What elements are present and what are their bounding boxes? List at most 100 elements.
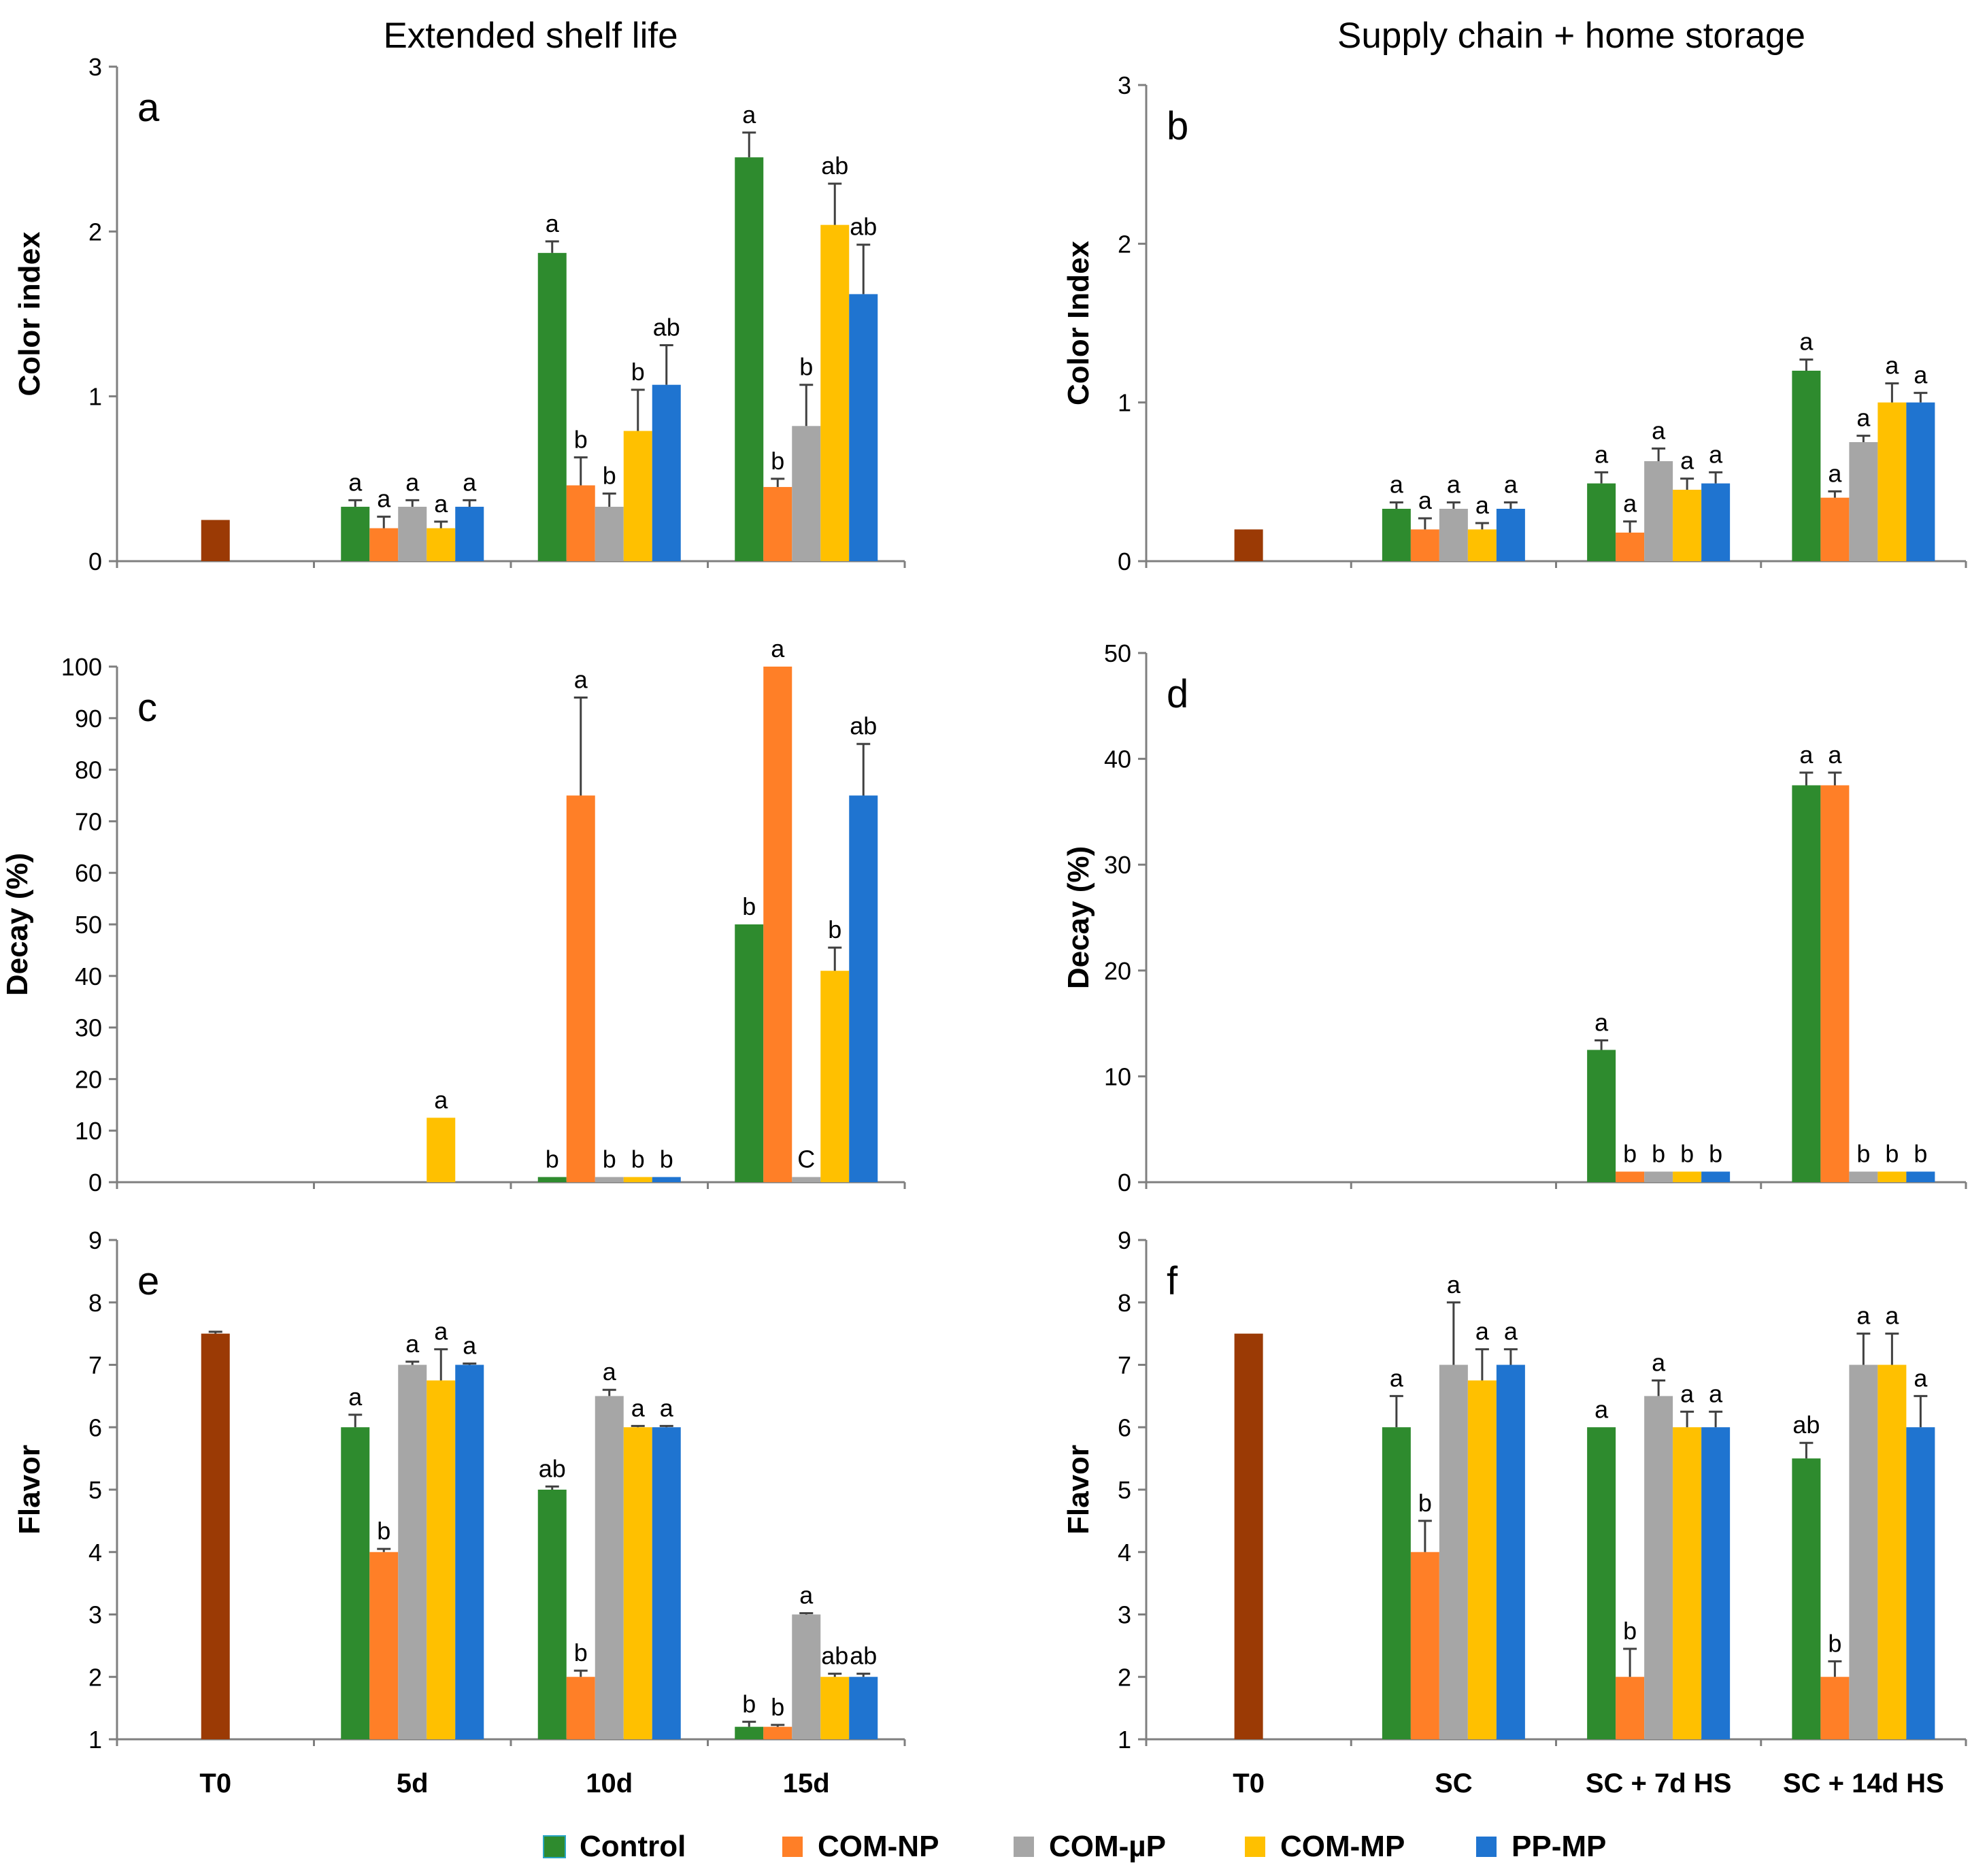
sig-letter-e-ppmp-1: a (463, 1332, 477, 1360)
legend: Control COM-NP COM-µP COM-MP PP-MP (0, 1830, 1987, 1871)
sig-letter-b-commp-3: a (1885, 352, 1899, 380)
bar-b-control-1 (1382, 509, 1411, 561)
legend-swatch-com-up (1014, 1837, 1034, 1857)
y-tick-label-e: 9 (88, 1226, 102, 1254)
bar-d-commp-3 (1877, 1171, 1907, 1182)
bar-b-control-3 (1792, 371, 1821, 561)
y-tick-label-c: 80 (75, 756, 102, 784)
bar-f-commp-2 (1673, 1427, 1702, 1739)
bar-d-comp-2 (1644, 1171, 1673, 1182)
bar-e-control-1 (341, 1427, 370, 1739)
bar-e-comp-2 (595, 1396, 624, 1739)
legend-item-control: Control (543, 1830, 686, 1864)
bar-c-comp-3 (792, 1177, 821, 1182)
bar-a-commp-1 (427, 528, 456, 561)
bar-e-comnp-1 (369, 1552, 399, 1739)
bar-a-control-1 (341, 507, 370, 561)
sig-letter-b-commp-2: a (1680, 447, 1694, 475)
sig-letter-a-comp-3: b (799, 353, 813, 381)
sig-letter-f-comp-3: a (1856, 1302, 1871, 1330)
y-tick-label-a: 2 (88, 218, 102, 246)
sig-letter-d-control-2: a (1594, 1008, 1609, 1036)
bar-f-commp-3 (1877, 1364, 1907, 1739)
sig-letter-c-control-2: b (546, 1145, 559, 1173)
bar-f-comnp-2 (1616, 1677, 1645, 1739)
sig-letter-e-comnp-1: b (377, 1517, 390, 1545)
bar-e-control-3 (735, 1726, 764, 1739)
panel-letter-b: b (1167, 104, 1188, 148)
bar-a-comp-1 (398, 507, 427, 561)
panel-letter-c: c (137, 686, 157, 730)
bar-d-comnp-3 (1820, 785, 1850, 1182)
y-tick-label-b: 0 (1118, 548, 1131, 575)
y-axis-label-e: Flavor (13, 1445, 46, 1535)
bar-b-t0 (1234, 529, 1263, 561)
x-tick-label-f: SC (1435, 1769, 1473, 1798)
sig-letter-d-commp-2: b (1680, 1139, 1694, 1167)
bar-f-ppmp-1 (1496, 1364, 1525, 1739)
bar-e-comnp-3 (763, 1726, 792, 1739)
panel-letter-f: f (1167, 1259, 1178, 1303)
sig-letter-e-control-2: ab (539, 1454, 566, 1482)
bar-a-comp-2 (595, 507, 624, 561)
sig-letter-e-ppmp-3: ab (850, 1642, 877, 1670)
bar-c-control-2 (537, 1177, 567, 1182)
sig-letter-b-commp-1: a (1475, 491, 1490, 519)
bar-c-commp-3 (820, 971, 850, 1182)
y-tick-label-f: 4 (1118, 1539, 1131, 1567)
x-tick-label-f: T0 (1233, 1769, 1265, 1798)
bar-a-ppmp-1 (455, 507, 484, 561)
sig-letter-e-comp-3: a (799, 1581, 814, 1609)
sig-letter-e-control-3: b (742, 1690, 756, 1718)
y-tick-label-e: 4 (88, 1539, 102, 1567)
bar-e-commp-3 (820, 1677, 850, 1739)
bar-f-comp-1 (1439, 1364, 1468, 1739)
bar-b-commp-2 (1673, 490, 1702, 561)
y-tick-label-c: 0 (88, 1169, 102, 1196)
y-tick-label-d: 0 (1118, 1169, 1131, 1196)
bar-e-ppmp-1 (455, 1364, 484, 1739)
title-extended-shelf-life: Extended shelf life (383, 16, 678, 56)
x-tick-label-e: 5d (397, 1769, 429, 1798)
bar-e-control-2 (537, 1490, 567, 1739)
bar-f-ppmp-2 (1701, 1427, 1731, 1739)
sig-letter-c-commp-2: b (631, 1145, 645, 1173)
bar-c-comnp-3 (763, 667, 792, 1182)
y-tick-label-e: 3 (88, 1601, 102, 1629)
x-tick-label-e: 10d (586, 1769, 633, 1798)
sig-letter-e-comnp-3: b (771, 1693, 784, 1721)
y-tick-label-d: 20 (1104, 957, 1131, 985)
y-tick-label-d: 30 (1104, 851, 1131, 879)
sig-letter-a-control-3: a (742, 101, 756, 129)
sig-letter-a-ppmp-2: ab (653, 314, 680, 341)
bar-b-ppmp-3 (1906, 402, 1935, 561)
sig-letter-f-comp-2: a (1652, 1348, 1666, 1376)
bar-a-comnp-1 (369, 528, 399, 561)
sig-letter-d-comp-3: b (1856, 1139, 1870, 1167)
y-tick-label-e: 8 (88, 1289, 102, 1317)
bar-a-commp-3 (820, 224, 850, 561)
bar-a-control-3 (735, 157, 764, 562)
y-tick-label-c: 30 (75, 1014, 102, 1042)
y-tick-label-e: 7 (88, 1352, 102, 1379)
y-tick-label-c: 70 (75, 807, 102, 835)
sig-letter-f-commp-1: a (1475, 1318, 1490, 1345)
bar-b-comp-1 (1439, 509, 1468, 561)
sig-letter-a-control-2: a (546, 210, 560, 237)
sig-letter-c-comnp-2: a (574, 665, 588, 693)
bar-f-control-1 (1382, 1427, 1411, 1739)
y-tick-label-a: 3 (88, 53, 102, 81)
bar-f-t0 (1234, 1333, 1263, 1739)
sig-letter-d-ppmp-2: b (1709, 1139, 1722, 1167)
y-tick-label-c: 90 (75, 705, 102, 733)
y-tick-label-c: 50 (75, 911, 102, 939)
sig-letter-e-control-1: a (348, 1383, 363, 1411)
y-tick-label-a: 1 (88, 383, 102, 411)
legend-label-com-up: COM-µP (1049, 1830, 1167, 1863)
sig-letter-f-ppmp-1: a (1504, 1318, 1518, 1345)
sig-letter-e-comp-2: a (603, 1358, 617, 1386)
sig-letter-c-ppmp-3: ab (850, 712, 877, 740)
bar-c-commp-2 (623, 1177, 652, 1182)
sig-letter-f-ppmp-3: a (1914, 1364, 1928, 1392)
